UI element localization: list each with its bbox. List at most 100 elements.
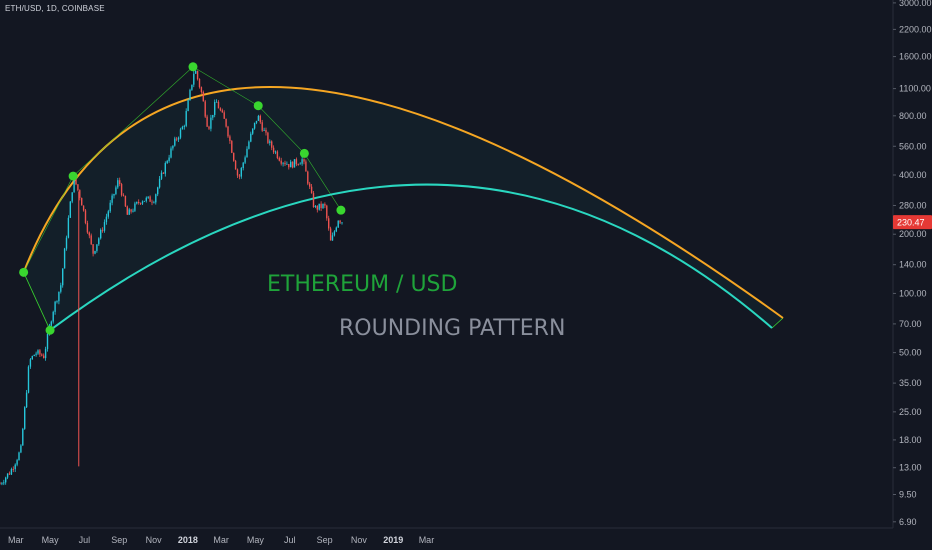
candle-body	[155, 194, 157, 203]
candle-body	[157, 187, 159, 195]
candle-body	[86, 223, 89, 233]
candle-body	[250, 133, 252, 142]
candlestick-series	[0, 69, 343, 486]
candle-body	[236, 169, 239, 176]
candle-body	[115, 187, 117, 194]
candle-body	[119, 180, 121, 185]
candle-body	[333, 231, 336, 236]
candle-body	[253, 122, 256, 129]
candle-body	[145, 197, 147, 201]
candle-body	[198, 78, 201, 88]
annotation-title: ETHEREUM / USD	[267, 272, 457, 297]
y-tick-label: 70.00	[899, 319, 922, 329]
y-tick-label: 280.00	[899, 200, 927, 210]
candle-body	[208, 126, 210, 129]
candle-body	[267, 132, 269, 143]
candle-body	[223, 112, 225, 119]
pivot-point	[336, 205, 346, 215]
candle-body	[124, 196, 127, 207]
candle-body	[212, 114, 214, 118]
candle-body	[12, 469, 14, 470]
candle-body	[335, 227, 337, 232]
connector-right	[771, 317, 784, 329]
y-tick-label: 3000.00	[899, 0, 932, 8]
candle-body	[271, 141, 273, 148]
candle-body	[225, 118, 227, 127]
candle-body	[117, 180, 119, 188]
candle-body	[185, 111, 187, 126]
candle-body	[63, 248, 66, 269]
candle-body	[280, 160, 282, 164]
candle-body	[107, 211, 109, 217]
y-tick-label: 13.00	[899, 463, 922, 473]
candle-body	[71, 192, 73, 202]
candle-body	[54, 301, 56, 312]
pattern-fill	[23, 86, 783, 331]
candle-body	[265, 129, 267, 133]
upper-arc	[22, 86, 784, 319]
candle-body	[136, 201, 138, 204]
pivot-point	[299, 148, 309, 158]
x-tick-label: May	[42, 535, 60, 545]
candle-body	[257, 115, 260, 121]
candle-body	[299, 163, 301, 165]
candle-body	[92, 244, 94, 254]
candle-body	[18, 452, 20, 461]
candle-body	[282, 162, 284, 164]
candle-body	[88, 232, 90, 236]
y-tick-label: 100.00	[899, 288, 927, 298]
candle-body	[193, 73, 195, 85]
candle-body	[94, 250, 96, 254]
candle-body	[56, 301, 58, 303]
candle-body	[52, 311, 54, 322]
candle-body	[305, 161, 307, 172]
candle-body	[33, 354, 35, 357]
candle-body	[196, 70, 199, 79]
candle-body	[170, 148, 172, 158]
candle-body	[291, 161, 294, 168]
candle-body	[79, 190, 81, 198]
y-tick-label: 400.00	[899, 170, 927, 180]
candle-body	[248, 141, 250, 149]
candle-body	[113, 193, 115, 196]
candle-body	[147, 196, 149, 198]
pivot-point	[188, 62, 198, 72]
candle-body	[31, 356, 33, 360]
x-tick-label: Jul	[284, 535, 296, 545]
candle-body	[269, 141, 271, 143]
candle-body	[132, 210, 134, 212]
candle-body	[293, 159, 296, 168]
candle-body	[168, 157, 170, 161]
candle-body	[195, 70, 197, 74]
pivot-connector	[23, 66, 342, 273]
candle-body	[214, 102, 216, 115]
candle-body	[29, 359, 32, 367]
candle-body	[206, 116, 208, 127]
candle-body	[316, 206, 318, 210]
y-tick-label: 35.00	[899, 378, 922, 388]
candle-body	[149, 196, 151, 202]
candle-body	[100, 229, 102, 239]
y-tick-label: 800.00	[899, 111, 927, 121]
candle-body	[153, 202, 155, 204]
candle-body	[234, 160, 237, 170]
candle-body	[227, 126, 229, 137]
candle-body	[219, 108, 222, 111]
candle-body	[278, 158, 280, 161]
symbol-label: ETH/USD, 1D, COINBASE	[5, 4, 105, 13]
candle-body	[307, 171, 309, 184]
candle-body	[189, 89, 191, 101]
candle-body	[77, 184, 79, 191]
x-tick-label: Sep	[111, 535, 127, 545]
candle-body	[101, 229, 104, 231]
candle-body	[128, 209, 130, 215]
candle-body	[96, 244, 98, 251]
candle-body	[1, 483, 3, 485]
y-tick-label: 2200.00	[899, 24, 932, 34]
candle-body	[290, 161, 292, 168]
candle-body	[263, 129, 265, 131]
candle-body	[320, 203, 322, 208]
candle-body	[139, 203, 142, 204]
candle-body	[259, 115, 261, 123]
